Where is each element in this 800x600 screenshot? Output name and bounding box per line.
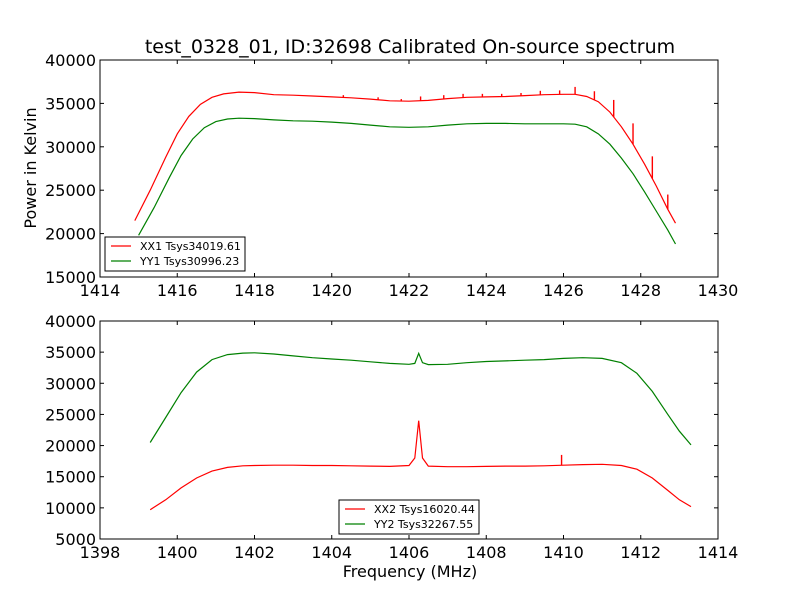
x-tick-label: 1426 <box>543 281 584 300</box>
series-line-2 <box>149 351 692 446</box>
y-tick-label: 40000 <box>45 51 96 70</box>
y-axis-label: Power in Kelvin <box>21 107 40 228</box>
y-tick-label: 15000 <box>45 468 96 487</box>
x-tick-label: 1416 <box>157 281 198 300</box>
x-tick-label: 1422 <box>389 281 430 300</box>
x-tick-label: 1406 <box>389 543 430 562</box>
y-tick-label: 25000 <box>45 181 96 200</box>
chart-title: test_0328_01, ID:32698 Calibrated On-sou… <box>145 36 675 58</box>
x-tick-label: 1410 <box>543 543 584 562</box>
top-spectrum-plot: 1414 1416 1418 1420 1422 1424 1426 1428 1430 1500… <box>45 51 738 300</box>
y-tick-label: 35000 <box>45 94 96 113</box>
y-tick-label: 15000 <box>45 268 96 287</box>
legend: XX2 Tsys16020.44 YY2 Tsys32267.55 <box>338 499 480 535</box>
legend-entry: XX1 Tsys34019.61 <box>140 240 241 253</box>
legend: XX1 Tsys34019.61 YY1 Tsys30996.23 <box>104 236 246 272</box>
x-tick-label: 1408 <box>466 543 507 562</box>
x-tick-label: 1418 <box>234 281 275 300</box>
legend-box <box>338 499 480 535</box>
y-tick-label: 20000 <box>45 225 96 244</box>
legend-entry: XX2 Tsys16020.44 <box>374 503 475 516</box>
series-line-1 <box>134 91 677 224</box>
x-tick-label: 1412 <box>620 543 661 562</box>
x-tick-label: 1404 <box>311 543 352 562</box>
y-tick-label: 30000 <box>45 138 96 157</box>
y-tick-label: 30000 <box>45 374 96 393</box>
x-tick-label: 1398 <box>80 543 121 562</box>
series-line-2 <box>138 117 677 245</box>
series-line-1 <box>149 420 692 511</box>
x-tick-label: 1414 <box>698 543 739 562</box>
x-tick-label: 1414 <box>80 281 121 300</box>
series-group <box>134 86 677 245</box>
bottom-spectrum-plot: 1398 1400 1402 1404 1406 1408 1410 1412 1414 5000… <box>45 312 738 562</box>
series-group <box>149 351 692 511</box>
x-tick-label: 1400 <box>157 543 198 562</box>
x-tick-label: 1428 <box>620 281 661 300</box>
y-tick-label: 10000 <box>45 499 96 518</box>
y-tick-label: 5000 <box>55 530 96 549</box>
x-tick-label: 1420 <box>311 281 352 300</box>
legend-entry: YY1 Tsys30996.23 <box>139 255 239 268</box>
x-tick-label: 1430 <box>698 281 739 300</box>
x-axis-label: Frequency (MHz) <box>343 562 477 581</box>
y-tick-label: 25000 <box>45 405 96 424</box>
y-tick-label: 20000 <box>45 437 96 456</box>
x-tick-label: 1424 <box>466 281 507 300</box>
legend-entry: YY2 Tsys32267.55 <box>373 518 473 531</box>
y-tick-label: 35000 <box>45 343 96 362</box>
legend-box <box>104 236 246 272</box>
x-tick-label: 1402 <box>234 543 275 562</box>
y-tick-label: 40000 <box>45 312 96 331</box>
